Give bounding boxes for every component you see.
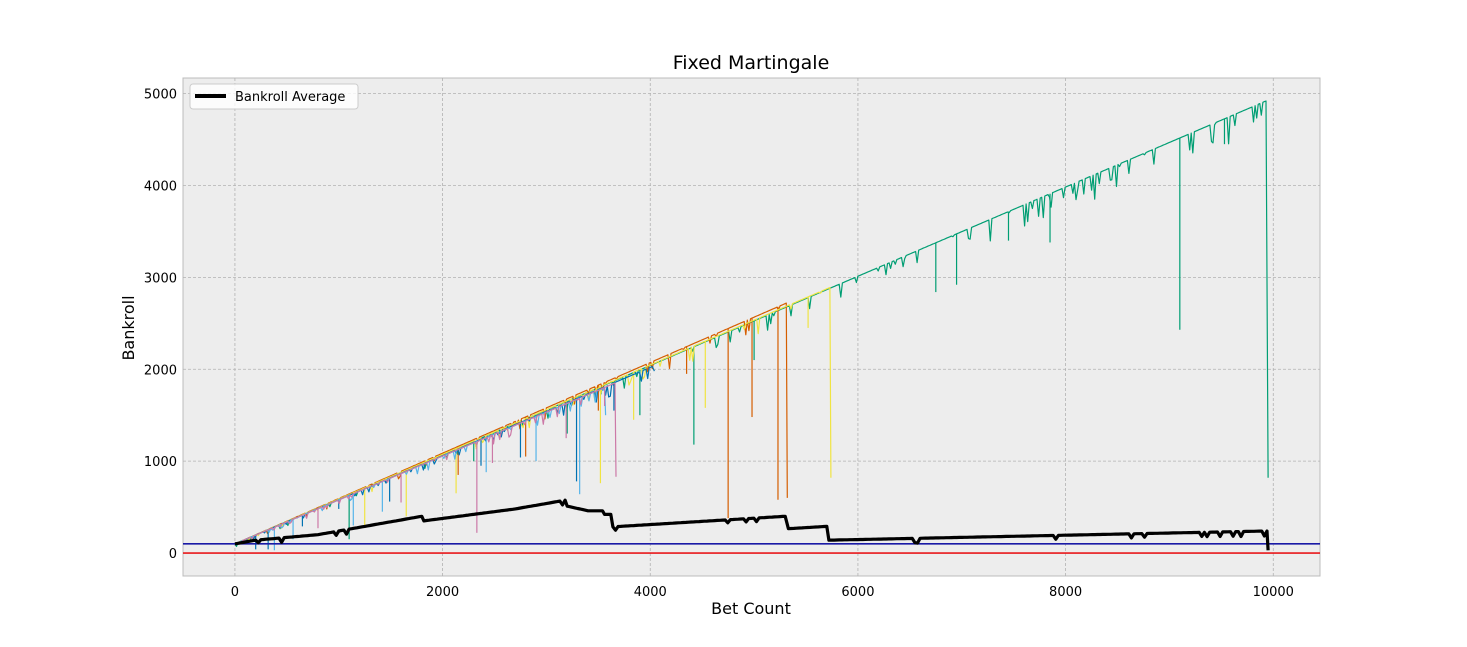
series-layer [234,100,1269,551]
x-tick-label: 2000 [426,585,459,600]
x-axis-label: Bet Count [711,599,791,618]
x-tick-label: 0 [231,585,239,600]
reference-lines [183,543,1320,554]
x-tick-label: 4000 [634,585,667,600]
y-tick-label: 2000 [144,363,177,378]
legend: Bankroll Average [189,83,359,110]
y-tick-label: 5000 [144,88,177,103]
x-tick-label: 8000 [1049,585,1082,600]
average-layer [234,498,1270,551]
y-tick-label: 1000 [144,455,177,470]
legend-box [189,83,359,110]
series-line-bankroll-average [234,498,1270,551]
x-tick-label: 10000 [1253,585,1294,600]
series-line-run-6 [234,382,617,545]
y-tick-label: 3000 [144,271,177,286]
tick-labels: 0 2000 4000 6000 8000 10000 0 1000 2000 3000 4000 5… [144,88,1294,600]
y-axis-label: Bankroll [119,295,138,360]
y-tick-label: 0 [169,547,177,562]
y-tick-label: 4000 [144,180,177,195]
chart-title: Fixed Martingale [673,52,830,74]
x-tick-label: 6000 [841,585,874,600]
legend-label-bankroll-average: Bankroll Average [235,90,345,105]
